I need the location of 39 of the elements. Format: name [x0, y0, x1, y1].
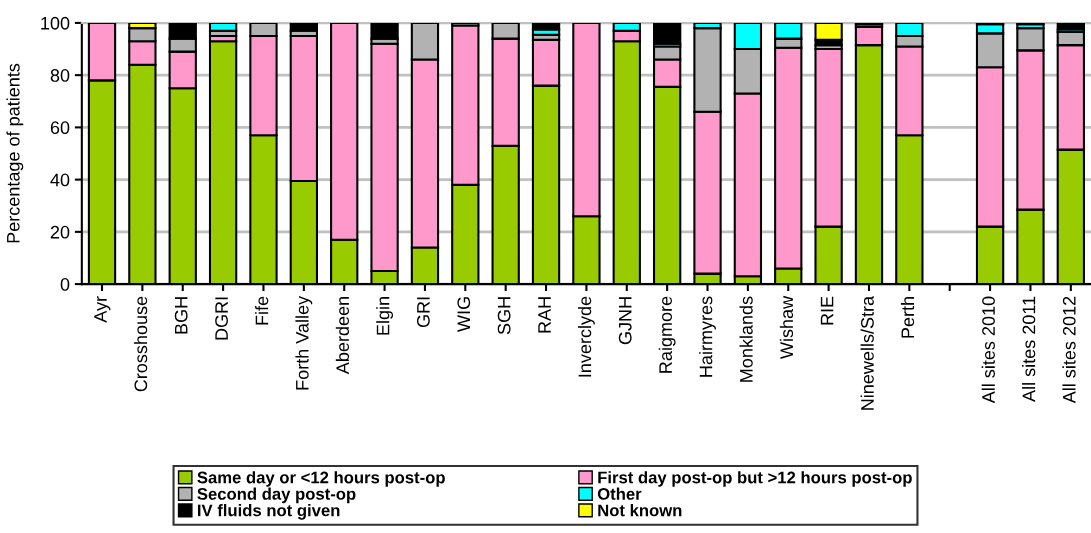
- x-tick-label: Hairmyres: [699, 296, 716, 377]
- x-tick-label: Crosshouse: [133, 296, 148, 392]
- x-tick-label: Elgin: [376, 297, 393, 335]
- x-tick-label: Perth: [900, 297, 915, 338]
- x-tick-label: BGH: [174, 297, 188, 334]
- bar: [1056, 22, 1085, 31]
- x-tick-label: RAH: [538, 297, 551, 333]
- x-tick-label: Ninewells/Stra: [860, 295, 874, 410]
- x-tick-label: Inverclyde: [578, 296, 595, 377]
- y-tick-label: 40: [50, 173, 70, 187]
- legend-label: Not known: [598, 504, 682, 517]
- y-tick-label: 100: [41, 16, 70, 30]
- legend-label: First day post-op but >12 hours post-op: [598, 471, 912, 487]
- legend-label: IV fluids not given: [197, 504, 340, 520]
- legend-label: Other: [597, 487, 642, 500]
- legend-label: Second day post-op: [197, 487, 356, 504]
- x-tick-label: SGH: [497, 297, 511, 335]
- bar: [652, 22, 682, 45]
- x-tick-label: Monklands: [739, 296, 753, 382]
- x-tick-label: WIG: [457, 297, 471, 332]
- x-tick-label: Aberdeen: [335, 297, 350, 375]
- x-tick-label: All sites 2011: [1022, 296, 1036, 402]
- y-tick-label: 60: [50, 121, 70, 135]
- x-tick-label: Fife: [255, 296, 269, 325]
- x-tick-label: DGRI: [215, 297, 228, 340]
- x-tick-label: GRI: [417, 297, 430, 328]
- y-axis-title: Percentage of patients: [6, 63, 24, 243]
- x-tick-label: Raigmore: [658, 296, 676, 373]
- x-tick-label: Forth Valley: [295, 295, 313, 390]
- legend-label: Same day or <12 hours post-op: [197, 471, 445, 487]
- y-tick-label: 20: [50, 225, 70, 239]
- y-tick-label: 80: [50, 69, 70, 82]
- x-tick-label: All sites 2012: [1062, 296, 1076, 404]
- x-tick-label: Wishaw: [779, 295, 794, 360]
- x-tick-label: Ayr: [94, 296, 111, 323]
- x-tick-label: RIE: [820, 296, 834, 325]
- x-tick-label: All sites 2010: [981, 296, 995, 404]
- x-tick-label: GJNH: [618, 297, 632, 345]
- y-tick-label: 0: [60, 278, 70, 291]
